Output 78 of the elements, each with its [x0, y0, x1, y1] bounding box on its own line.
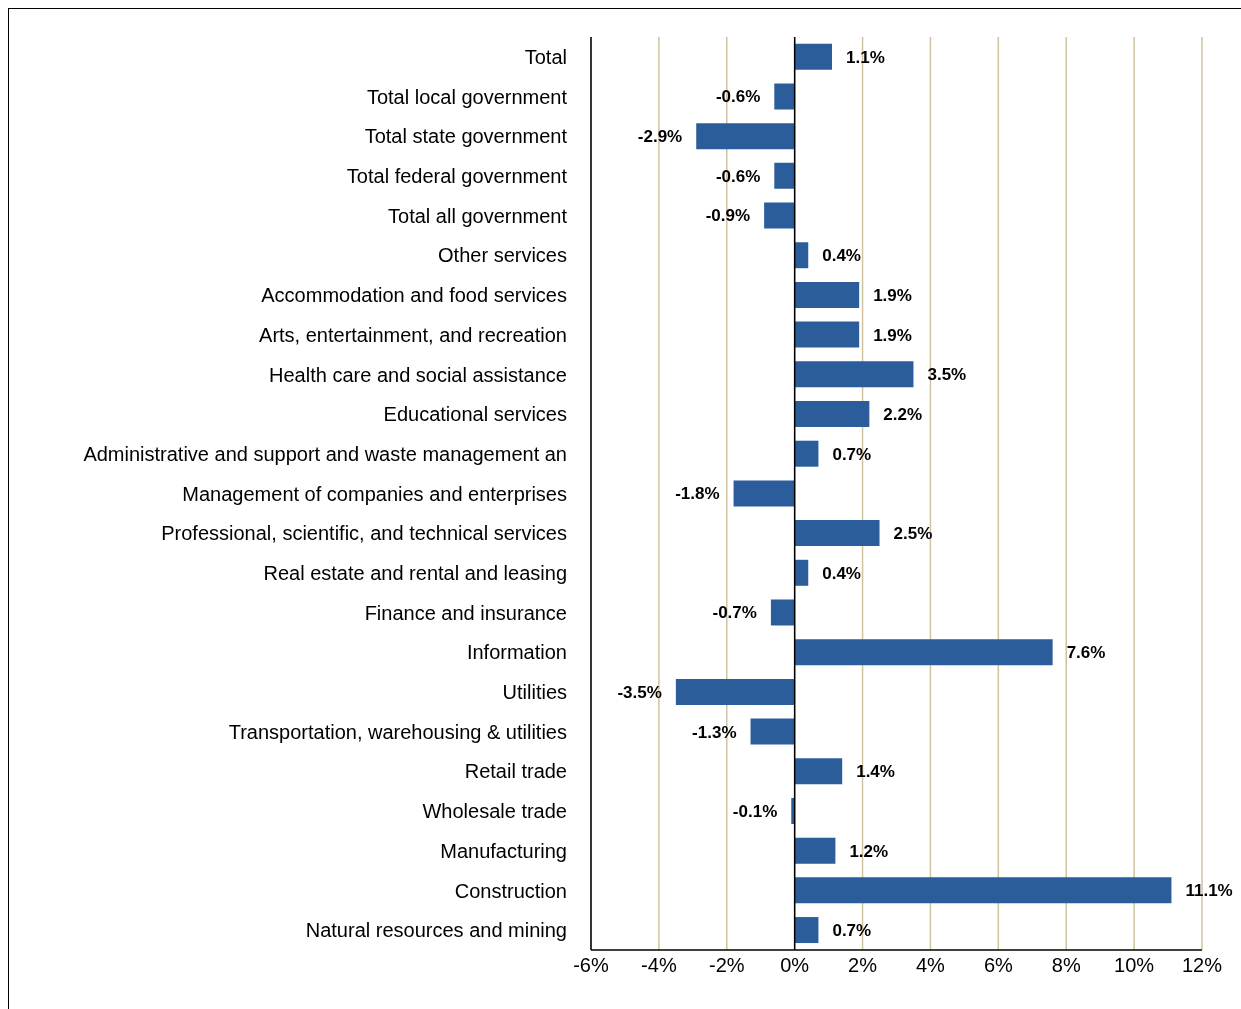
y-tick-label: Construction: [454, 879, 567, 902]
data-label: 7.6%: [1066, 643, 1106, 663]
data-label: 11.1%: [1185, 881, 1233, 901]
data-label: 1.2%: [849, 841, 889, 861]
bar: [770, 599, 795, 626]
bar: [794, 242, 809, 269]
y-tick-label: Educational services: [383, 403, 567, 426]
y-tick-label: Finance and insurance: [364, 601, 567, 624]
y-tick-label: Natural resources and mining: [305, 919, 567, 942]
x-tick-label: 10%: [1114, 954, 1155, 977]
bar: [794, 401, 870, 428]
bar: [750, 718, 795, 745]
bar: [696, 123, 795, 150]
data-label: -0.1%: [732, 801, 778, 821]
data-label: -3.5%: [617, 682, 662, 702]
data-label: -0.6%: [715, 87, 761, 107]
bar: [794, 43, 833, 70]
data-label: 0.4%: [822, 246, 861, 266]
y-tick-label: Information: [466, 641, 567, 664]
data-label: 1.1%: [846, 47, 885, 67]
y-tick-label: Total local government: [366, 85, 568, 108]
data-label: 0.4%: [822, 563, 861, 583]
data-label: 3.5%: [927, 365, 967, 385]
y-tick-label: Manufacturing: [440, 839, 567, 862]
y-tick-label: Transportation, warehousing & utilities: [228, 720, 567, 743]
y-tick-label: Total federal government: [346, 165, 568, 188]
y-tick-label: Wholesale trade: [422, 800, 567, 823]
data-label: -2.9%: [637, 127, 683, 147]
bar: [794, 917, 819, 944]
x-tick-label: 0%: [780, 954, 810, 977]
data-label: 1.9%: [873, 285, 912, 305]
bar: [794, 758, 843, 785]
y-tick-label: Accommodation and food services: [261, 284, 567, 307]
x-tick-label: 4%: [915, 954, 946, 977]
y-tick-label: Retail trade: [464, 760, 567, 783]
bar: [794, 281, 860, 308]
x-tick-label: -4%: [641, 954, 677, 977]
bar: [794, 559, 809, 586]
data-label: 0.7%: [832, 921, 872, 940]
bar: [764, 202, 795, 229]
data-label: -1.3%: [692, 722, 737, 742]
bar: [774, 162, 795, 189]
bar: [794, 321, 860, 348]
y-tick-label: Total state government: [364, 125, 568, 148]
bar: [774, 83, 795, 110]
data-label: -0.6%: [715, 166, 761, 186]
data-label: 1.4%: [856, 762, 895, 782]
data-label: 2.2%: [883, 404, 923, 424]
y-tick-label: Professional, scientific, and technical services: [161, 522, 567, 545]
y-tick-label: Other services: [438, 244, 567, 267]
y-tick-label: Administrative and support and waste management an: [83, 442, 567, 465]
y-tick-label: Management of companies and enterprises: [182, 482, 567, 505]
bar: [733, 480, 795, 507]
y-tick-label: Total all government: [388, 204, 568, 227]
y-tick-label: Total: [524, 45, 567, 68]
bar: [794, 520, 880, 547]
data-label: -1.8%: [675, 484, 720, 504]
bar: [794, 837, 836, 864]
y-tick-label: Real estate and rental and leasing: [263, 561, 567, 584]
data-label: -0.7%: [712, 603, 757, 623]
y-tick-label: Utilities: [502, 681, 567, 704]
y-tick-label: Health care and social assistance: [269, 363, 567, 386]
x-tick-label: 8%: [1051, 954, 1081, 977]
y-tick-label: Arts, entertainment, and recreation: [259, 323, 567, 346]
data-label: 1.9%: [873, 325, 912, 345]
bar: [794, 361, 914, 388]
x-tick-label: 2%: [848, 954, 878, 977]
x-tick-label: -2%: [708, 954, 745, 977]
bar: [794, 877, 1172, 904]
data-label: 0.7%: [832, 444, 872, 464]
x-tick-label: -6%: [573, 954, 609, 977]
bar: [675, 678, 795, 705]
x-tick-label: 6%: [983, 954, 1013, 977]
bar: [794, 639, 1053, 666]
data-label: 2.5%: [893, 524, 933, 544]
x-tick-label: 12%: [1181, 954, 1223, 977]
data-label: -0.9%: [705, 206, 751, 226]
bar: [794, 440, 819, 467]
